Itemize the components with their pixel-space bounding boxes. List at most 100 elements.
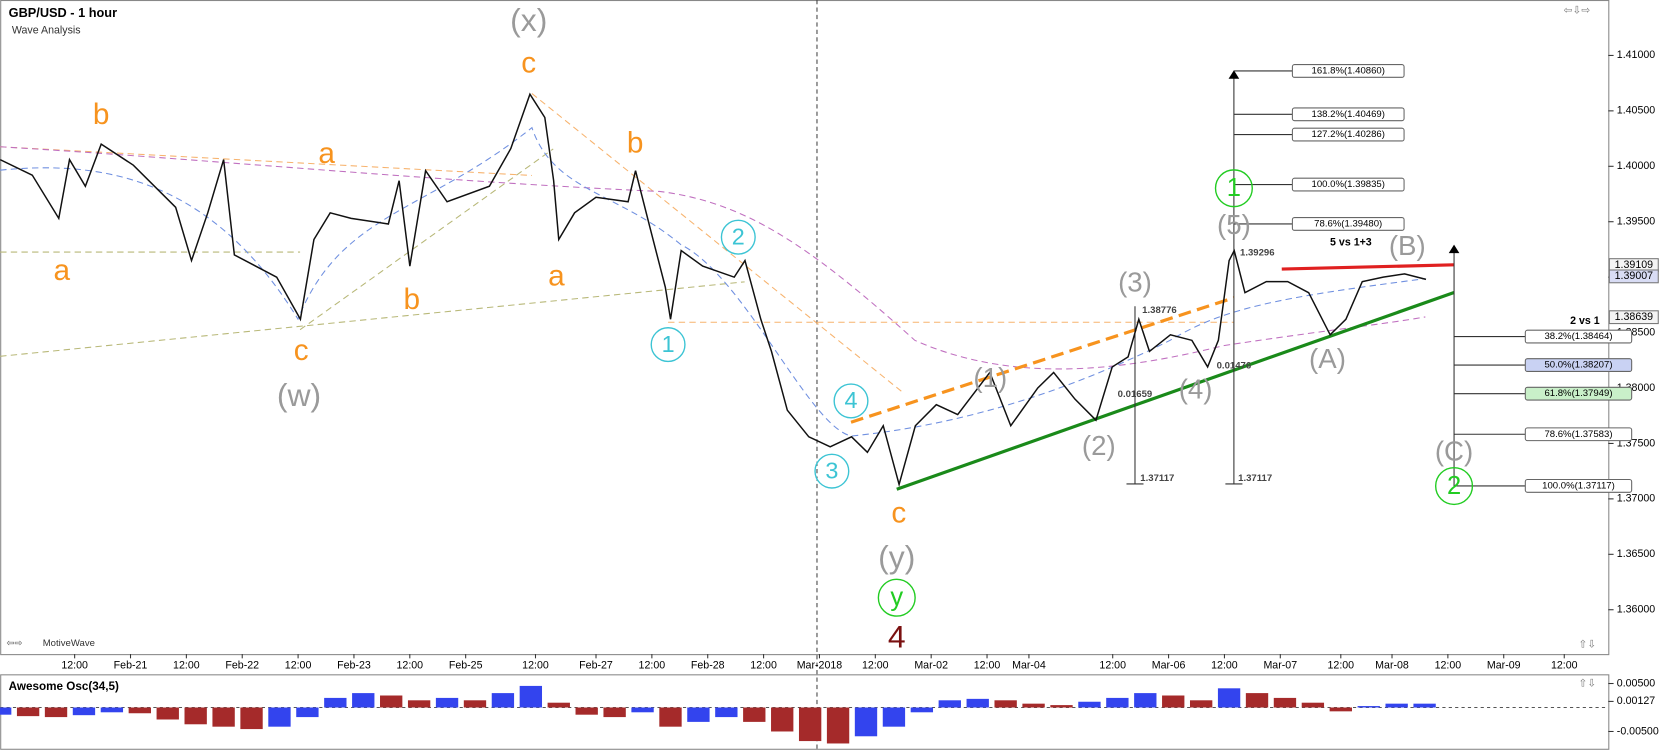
y-tick-label: 1.41000 (1617, 49, 1655, 61)
fib-box (1291, 127, 1405, 142)
y-tick-label: 1.40500 (1617, 105, 1655, 117)
x-tick-label: Feb-23 (337, 660, 371, 672)
wave-circle (814, 453, 850, 489)
osc-bar (156, 707, 179, 720)
wave-label: 1.37117 (1238, 473, 1272, 484)
wave-circle (720, 219, 756, 255)
osc-bar (1106, 697, 1129, 708)
fib-box (1291, 107, 1405, 122)
fib-box (1291, 64, 1405, 78)
osc-bar (1273, 697, 1297, 708)
fib-box (1524, 329, 1633, 344)
fib-label: 61.8%(1.37949) (1544, 388, 1612, 399)
wave-circle (650, 327, 686, 363)
moving-average (0, 126, 1426, 437)
wave-circle (1214, 169, 1253, 208)
fib-label: 138.2%(1.40469) (1312, 109, 1385, 120)
osc-bar (1245, 693, 1269, 708)
wave-label: b (403, 283, 420, 316)
y-tick-label: 1.37000 (1617, 493, 1655, 505)
osc-bar (1357, 706, 1380, 708)
osc-bar (966, 698, 989, 708)
x-tick-label: 12:00 (974, 660, 1001, 672)
x-tick-label: Mar-06 (1152, 660, 1186, 672)
osc-bar (435, 697, 459, 708)
window-buttons[interactable]: ⇦⇩⇨ (1564, 4, 1591, 16)
y-tick-label: -0.00500 (1617, 725, 1659, 737)
price-tag-label: 1.39109 (1615, 259, 1653, 271)
y-tick-label: 1.40000 (1617, 160, 1655, 172)
wave-label: (2) (1082, 430, 1116, 461)
wave-label: 1 (662, 331, 675, 357)
x-tick-label: Feb-27 (579, 660, 613, 672)
trendline (0, 281, 745, 357)
osc-buttons[interactable]: ⇧⇩ (1578, 678, 1596, 690)
osc-bar (491, 693, 515, 708)
scroll-buttons[interactable]: ⇧⇩ (1578, 638, 1596, 650)
x-tick-label: 12:00 (522, 660, 549, 672)
wave-label: (y) (878, 539, 915, 575)
osc-bar (575, 707, 598, 715)
nav-arrows[interactable]: ⇦⇨ (7, 638, 23, 649)
price-tag-box (1608, 269, 1659, 284)
wave-label: b (93, 98, 110, 131)
fib-label: 100.0%(1.37117) (1542, 480, 1615, 491)
wave-label: 1 (1227, 174, 1241, 202)
osc-bar (882, 707, 906, 727)
x-tick-label: 12:00 (1328, 660, 1355, 672)
wave-circle (833, 383, 869, 419)
trendline (896, 290, 1455, 491)
osc-bar (1134, 693, 1157, 708)
x-tick-label: Feb-22 (225, 660, 259, 672)
x-tick-label: 12:00 (397, 660, 424, 672)
osc-bar (44, 707, 68, 718)
wave-label: (1) (973, 362, 1007, 393)
wave-label: c (891, 497, 906, 530)
osc-bar (16, 707, 40, 717)
wave-label: c (521, 47, 536, 80)
fib-box (1524, 358, 1633, 372)
wave-label: (x) (510, 2, 547, 38)
osc-bar (100, 707, 124, 713)
wave-label: 1.37117 (1140, 473, 1174, 484)
x-tick-label: 12:00 (750, 660, 777, 672)
wave-label: (B) (1389, 230, 1426, 261)
osc-bar (296, 707, 319, 718)
osc-bar (1329, 707, 1352, 712)
wave-label: a (548, 259, 565, 292)
trendline (531, 93, 905, 394)
osc-bar (519, 685, 543, 708)
wave-label: 2 (1447, 472, 1461, 500)
price-tag-box (1608, 310, 1659, 325)
arrow (1228, 70, 1240, 79)
wave-label: (w) (277, 377, 321, 413)
osc-bar (407, 700, 431, 708)
x-tick-label: 12:00 (1551, 660, 1578, 672)
osc-bar (1078, 701, 1101, 708)
x-tick-label: Mar-2018 (797, 660, 843, 672)
x-tick-label: 12:00 (1211, 660, 1238, 672)
osc-bar (659, 707, 682, 727)
trendline (1281, 263, 1455, 271)
osc-bar (603, 707, 626, 718)
wave-label: 1.38776 (1142, 305, 1177, 316)
osc-bar (1385, 703, 1408, 708)
y-tick-label: 1.36000 (1617, 604, 1655, 616)
wave-label: b (627, 127, 644, 160)
wave-label: 4 (845, 387, 858, 413)
y-tick-label: 1.36500 (1617, 548, 1655, 560)
chart-subtitle: Wave Analysis (12, 25, 81, 37)
x-tick-label: 12:00 (61, 660, 88, 672)
y-tick-label: 0.00127 (1617, 695, 1655, 707)
osc-bar (380, 695, 403, 708)
wave-label: 0.01476 (1217, 360, 1252, 371)
main-panel-frame (0, 0, 1610, 656)
drawings (0, 70, 1460, 491)
x-tick-label: Mar-09 (1487, 660, 1521, 672)
wave-label: 4 (888, 619, 906, 655)
osc-bar (1217, 688, 1241, 708)
osc-bar (1050, 705, 1073, 708)
price-tag-label: 1.39007 (1615, 270, 1653, 282)
fib-box (1291, 217, 1405, 231)
